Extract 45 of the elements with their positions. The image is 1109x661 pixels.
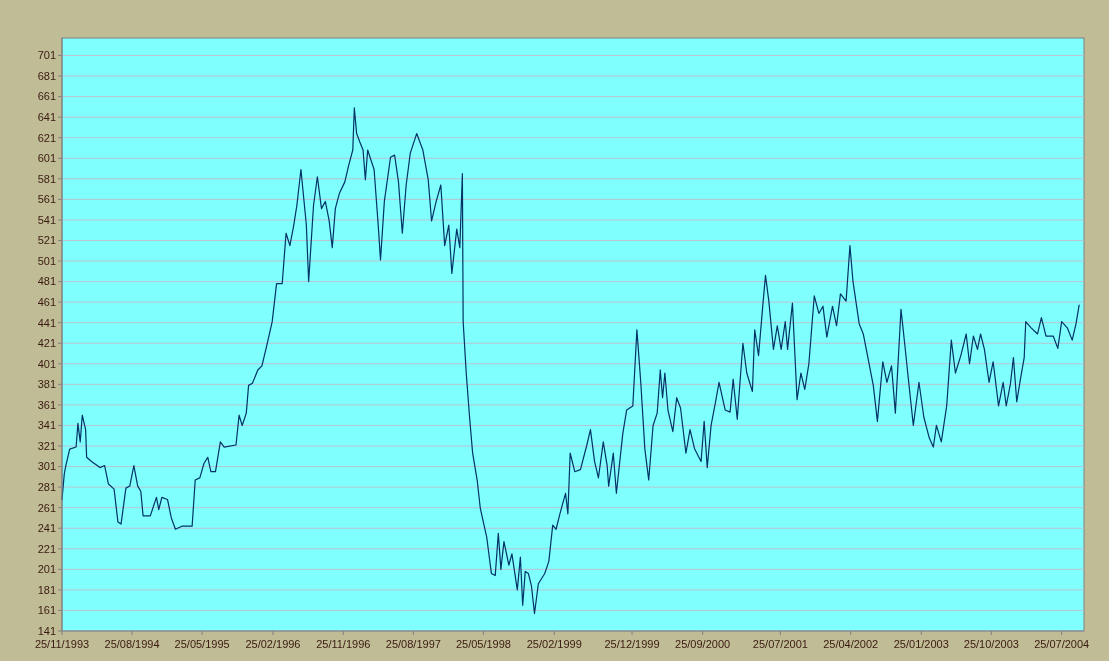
y-tick-label: 141	[37, 624, 56, 637]
x-tick-label: 25/11/1993	[34, 638, 90, 650]
x-tick-label: 25/08/1994	[104, 638, 160, 650]
x-tick-label: 25/01/2003	[893, 638, 949, 650]
y-tick-label: 521	[37, 234, 56, 247]
y-tick-label: 441	[37, 316, 56, 329]
x-tick-label: 25/09/2000	[675, 638, 731, 650]
y-tick-label: 481	[37, 275, 56, 288]
y-tick-label: 561	[37, 193, 56, 206]
x-tick-label: 25/02/1999	[526, 638, 582, 650]
y-tick-label: 181	[37, 583, 56, 596]
y-tick-label: 421	[37, 337, 56, 350]
x-tick-label: 25/08/1997	[385, 638, 441, 650]
y-tick-label: 241	[37, 522, 56, 535]
y-tick-label: 661	[37, 90, 56, 103]
x-tick-label: 25/07/2004	[1034, 638, 1090, 650]
x-tick-label: 25/02/1996	[245, 638, 301, 650]
y-tick-label: 641	[37, 110, 56, 123]
y-tick-label: 201	[37, 563, 56, 576]
x-tick-label: 25/07/2001	[752, 638, 808, 650]
y-tick-label: 621	[37, 131, 56, 144]
y-tick-label: 341	[37, 419, 56, 432]
y-tick-label: 161	[37, 604, 56, 617]
y-tick-label: 461	[37, 295, 56, 308]
y-tick-label: 401	[37, 357, 56, 370]
y-tick-label: 501	[37, 254, 56, 267]
x-tick-label: 25/05/1998	[455, 638, 511, 650]
y-tick-label: 321	[37, 439, 56, 452]
y-tick-label: 601	[37, 152, 56, 165]
x-tick-label: 25/04/2002	[823, 638, 879, 650]
y-tick-label: 261	[37, 501, 56, 514]
x-tick-label: 25/12/1999	[604, 638, 660, 650]
y-tick-label: 581	[37, 172, 56, 185]
y-tick-label: 361	[37, 398, 56, 411]
y-tick-label: 541	[37, 213, 56, 226]
y-tick-label: 701	[37, 49, 56, 62]
y-tick-label: 301	[37, 460, 56, 473]
x-tick-label: 25/11/1996	[316, 638, 371, 650]
y-tick-label: 281	[37, 480, 56, 493]
y-tick-label: 221	[37, 542, 56, 555]
y-tick-label: 681	[37, 69, 56, 82]
x-tick-label: 25/05/1995	[174, 638, 230, 650]
line-series	[61, 107, 1080, 615]
y-tick-label: 381	[37, 378, 56, 391]
x-tick-label: 25/10/2003	[963, 638, 1019, 650]
